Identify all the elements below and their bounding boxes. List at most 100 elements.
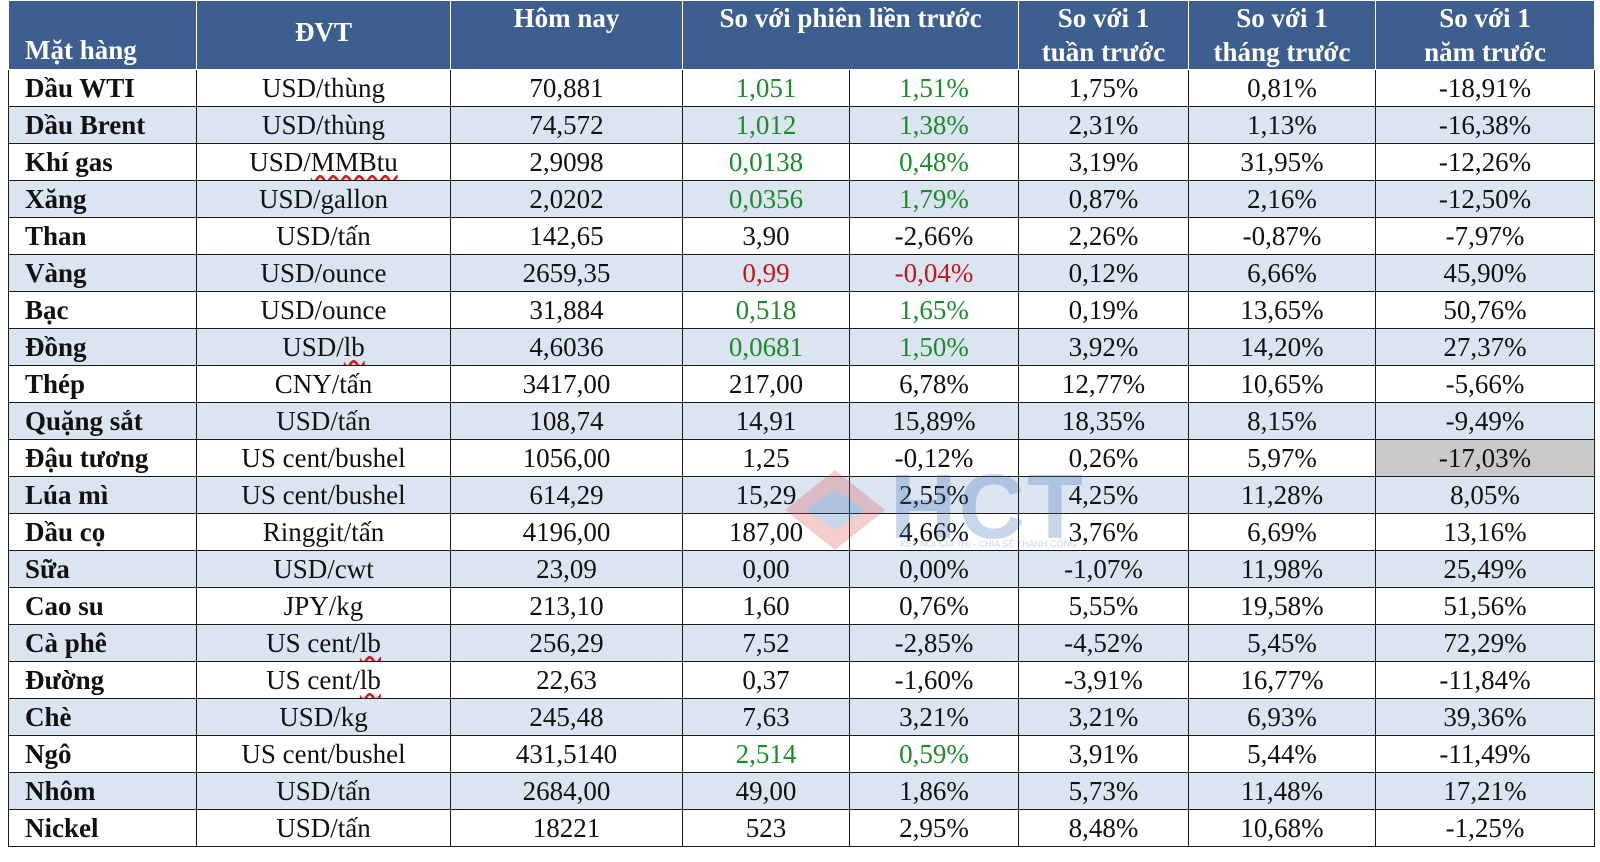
table-row: Quặng sắt USD/tấn 108,74 14,91 15,89% 18,35% 8… <box>8 402 1595 440</box>
item-cell: Đường <box>8 661 197 699</box>
unit-cell: USD/tấn <box>196 217 451 255</box>
today-cell: 2659,35 <box>450 254 683 292</box>
month-cell: 2,16% <box>1188 180 1376 218</box>
table-row: Dầu Brent USD/thùng 74,572 1,012 1,38% 2,31% 1… <box>8 106 1595 144</box>
week-cell: 12,77% <box>1018 365 1189 403</box>
month-cell: 10,65% <box>1188 365 1376 403</box>
header-item: Mặt hàng <box>8 0 197 70</box>
unit-cell: USD/ounce <box>196 291 451 329</box>
change-pct-cell: 3,21% <box>849 698 1019 736</box>
table-row: Đường US cent/lb 22,63 0,37 -1,60% -3,91% 16,7… <box>8 661 1595 699</box>
today-cell: 70,881 <box>450 69 683 107</box>
change-cell: 2,514 <box>682 735 850 773</box>
unit-cell: USD/gallon <box>196 180 451 218</box>
unit-prefix: USD/ <box>249 147 311 177</box>
table-row: Cà phê US cent/lb 256,29 7,52 -2,85% -4,52% 5,… <box>8 624 1595 662</box>
change-cell: 0,37 <box>682 661 850 699</box>
unit-cell: USD/kg <box>196 698 451 736</box>
month-cell: 5,45% <box>1188 624 1376 662</box>
table-body: Dầu WTI USD/thùng 70,881 1,051 1,51% 1,75% 0,8… <box>8 69 1595 847</box>
change-cell: 0,00 <box>682 550 850 588</box>
change-pct-cell: -2,66% <box>849 217 1019 255</box>
today-cell: 431,5140 <box>450 735 683 773</box>
year-cell: -17,03% <box>1375 439 1595 477</box>
year-cell: 39,36% <box>1375 698 1595 736</box>
table-row: Vàng USD/ounce 2659,35 0,99 -0,04% 0,12% 6,66%… <box>8 254 1595 292</box>
item-cell: Cà phê <box>8 624 197 662</box>
unit-cell: JPY/kg <box>196 587 451 625</box>
unit-cell: Ringgit/tấn <box>196 513 451 551</box>
today-cell: 31,884 <box>450 291 683 329</box>
change-pct-cell: 1,86% <box>849 772 1019 810</box>
change-cell: 217,00 <box>682 365 850 403</box>
table-row: Sữa USD/cwt 23,09 0,00 0,00% -1,07% 11,98% 25,4… <box>8 550 1595 588</box>
year-cell: -16,38% <box>1375 106 1595 144</box>
today-cell: 142,65 <box>450 217 683 255</box>
today-cell: 2,9098 <box>450 143 683 181</box>
today-cell: 108,74 <box>450 402 683 440</box>
today-cell: 4,6036 <box>450 328 683 366</box>
week-cell: 3,92% <box>1018 328 1189 366</box>
unit-cell: USD/cwt <box>196 550 451 588</box>
year-cell: -12,50% <box>1375 180 1595 218</box>
unit-cell: US cent/lb <box>196 661 451 699</box>
year-cell: -7,97% <box>1375 217 1595 255</box>
today-cell: 18221 <box>450 809 683 847</box>
item-cell: Đậu tương <box>8 439 197 477</box>
unit-cell: USD/lb <box>196 328 451 366</box>
change-cell: 1,25 <box>682 439 850 477</box>
unit-cell: USD/ounce <box>196 254 451 292</box>
year-cell: 13,16% <box>1375 513 1595 551</box>
unit-suffix: MMBtu <box>310 147 398 177</box>
table-row: Đậu tương US cent/bushel 1056,00 1,25 -0,12%… <box>8 439 1595 477</box>
today-cell: 3417,00 <box>450 365 683 403</box>
month-cell: 11,28% <box>1188 476 1376 514</box>
change-pct-cell: 0,48% <box>849 143 1019 181</box>
change-pct-cell: -2,85% <box>849 624 1019 662</box>
change-pct-cell: -1,60% <box>849 661 1019 699</box>
week-cell: 0,19% <box>1018 291 1189 329</box>
change-pct-cell: 15,89% <box>849 402 1019 440</box>
unit-cell: CNY/tấn <box>196 365 451 403</box>
week-cell: 2,26% <box>1018 217 1189 255</box>
today-cell: 4196,00 <box>450 513 683 551</box>
month-cell: 6,69% <box>1188 513 1376 551</box>
year-cell: 50,76% <box>1375 291 1595 329</box>
year-cell: -12,26% <box>1375 143 1595 181</box>
item-cell: Nhôm <box>8 772 197 810</box>
week-cell: 5,55% <box>1018 587 1189 625</box>
change-cell: 3,90 <box>682 217 850 255</box>
header-today: Hôm nay <box>450 0 683 70</box>
table-row: Than USD/tấn 142,65 3,90 -2,66% 2,26% -0,87% -7… <box>8 217 1595 255</box>
change-cell: 15,29 <box>682 476 850 514</box>
item-cell: Than <box>8 217 197 255</box>
year-cell: 72,29% <box>1375 624 1595 662</box>
table-row: Ngô US cent/bushel 431,5140 2,514 0,59% 3,91%… <box>8 735 1595 773</box>
table-row: Dầu WTI USD/thùng 70,881 1,051 1,51% 1,75% 0,8… <box>8 69 1595 107</box>
week-cell: 2,31% <box>1018 106 1189 144</box>
change-pct-cell: 4,66% <box>849 513 1019 551</box>
month-cell: 16,77% <box>1188 661 1376 699</box>
month-cell: 11,98% <box>1188 550 1376 588</box>
week-cell: 3,21% <box>1018 698 1189 736</box>
year-cell: -1,25% <box>1375 809 1595 847</box>
change-cell: 0,0138 <box>682 143 850 181</box>
month-cell: 6,66% <box>1188 254 1376 292</box>
month-cell: 31,95% <box>1188 143 1376 181</box>
table-row: Đồng USD/lb 4,6036 0,0681 1,50% 3,92% 14,20% 27… <box>8 328 1595 366</box>
month-cell: 8,15% <box>1188 402 1376 440</box>
change-cell: 1,60 <box>682 587 850 625</box>
unit-cell: USD/thùng <box>196 106 451 144</box>
header-week-line2: tuần trước <box>1041 37 1166 67</box>
week-cell: 3,76% <box>1018 513 1189 551</box>
header-week-line1: So với 1 <box>1057 3 1150 33</box>
year-cell: -11,49% <box>1375 735 1595 773</box>
change-pct-cell: 0,00% <box>849 550 1019 588</box>
unit-cell: USD/MMBtu <box>196 143 451 181</box>
unit-suffix: lb <box>359 628 381 658</box>
item-cell: Cao su <box>8 587 197 625</box>
today-cell: 256,29 <box>450 624 683 662</box>
year-cell: 51,56% <box>1375 587 1595 625</box>
unit-suffix: lb <box>359 665 381 695</box>
table-row: Cao su JPY/kg 213,10 1,60 0,76% 5,55% 19,58% 51… <box>8 587 1595 625</box>
